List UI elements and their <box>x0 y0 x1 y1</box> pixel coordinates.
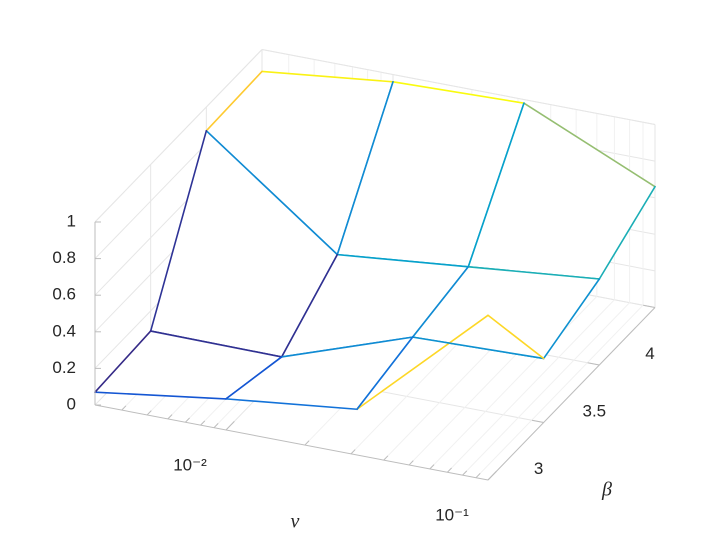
mesh-edge <box>523 102 656 188</box>
mesh-edge <box>356 314 489 411</box>
z-tick-label: 0.2 <box>52 358 76 377</box>
minor-tick <box>429 464 435 470</box>
mesh-edge <box>94 391 227 400</box>
z-tick-label: 0.6 <box>52 285 76 304</box>
minor-tick <box>213 423 219 429</box>
mesh-edge <box>225 356 283 400</box>
mesh-face <box>150 130 338 357</box>
x-tick-label: 10⁻² <box>173 455 207 474</box>
mesh-edge <box>392 81 525 104</box>
minor-tick <box>408 460 414 466</box>
minor-tick <box>462 470 468 476</box>
mesh-edge <box>336 81 394 256</box>
minor-tick <box>167 414 173 420</box>
minor-tick <box>185 417 190 423</box>
minor-grid-line <box>462 302 630 476</box>
mesh-edge <box>467 266 601 280</box>
z-tick-label: 0.8 <box>52 248 76 267</box>
mesh-edge <box>280 253 339 358</box>
y-tick <box>587 362 600 366</box>
mesh-edge <box>225 398 358 411</box>
y-tick <box>531 419 544 423</box>
axes: 0 0.2 0.4 0.6 0.8 1 10⁻² 10⁻¹ 3 3.5 4 <box>52 211 656 524</box>
y-tick <box>643 304 656 308</box>
x-axis <box>94 404 489 481</box>
minor-grid-line <box>447 299 615 473</box>
x-tick-label: 10⁻¹ <box>435 505 469 524</box>
mesh-edge <box>336 253 470 268</box>
mesh-face <box>357 315 544 410</box>
mesh-edge <box>356 336 414 411</box>
mesh-edge <box>467 102 525 268</box>
mesh-edge <box>261 70 394 83</box>
y-axis <box>487 307 656 481</box>
mesh-edge <box>149 330 283 358</box>
y-axis-label: β <box>601 479 612 501</box>
box-edge <box>94 49 263 223</box>
mesh-edge <box>487 314 545 360</box>
mesh-face <box>225 337 413 410</box>
minor-grid-line <box>475 304 644 479</box>
mesh-edge <box>94 330 152 393</box>
minor-tick <box>121 405 127 411</box>
z-tick-label: 1 <box>67 211 76 230</box>
minor-tick <box>475 473 481 479</box>
mesh-edge <box>542 278 601 360</box>
mesh-edge <box>149 129 208 332</box>
box-edge <box>261 49 656 125</box>
minor-tick <box>350 449 356 455</box>
minor-tick <box>146 410 152 416</box>
minor-tick <box>383 455 389 461</box>
mesh-edge <box>205 129 339 256</box>
z-tick-label: 0.4 <box>52 321 76 340</box>
minor-tick <box>304 440 310 446</box>
minor-grid-line <box>429 296 598 470</box>
y-tick-label: 4 <box>645 344 654 363</box>
mesh-edge <box>411 336 545 360</box>
z-tick-label: 0 <box>67 394 76 413</box>
mesh-face <box>337 81 525 267</box>
minor-tick <box>447 467 452 473</box>
mesh-edge <box>280 336 414 358</box>
mesh <box>94 70 656 411</box>
mesh-edge <box>411 266 470 338</box>
minor-tick <box>200 420 206 426</box>
x-axis-label: ν <box>291 511 300 533</box>
mesh-face <box>206 71 393 255</box>
mesh-edge <box>205 70 263 132</box>
y-tick-label: 3.5 <box>583 401 607 420</box>
x-tick <box>487 471 497 481</box>
mesh-face <box>281 254 469 357</box>
x-tick <box>225 421 235 431</box>
y-tick-label: 3 <box>534 459 543 478</box>
mesh-edge <box>598 185 656 280</box>
mesh-face <box>468 103 655 279</box>
